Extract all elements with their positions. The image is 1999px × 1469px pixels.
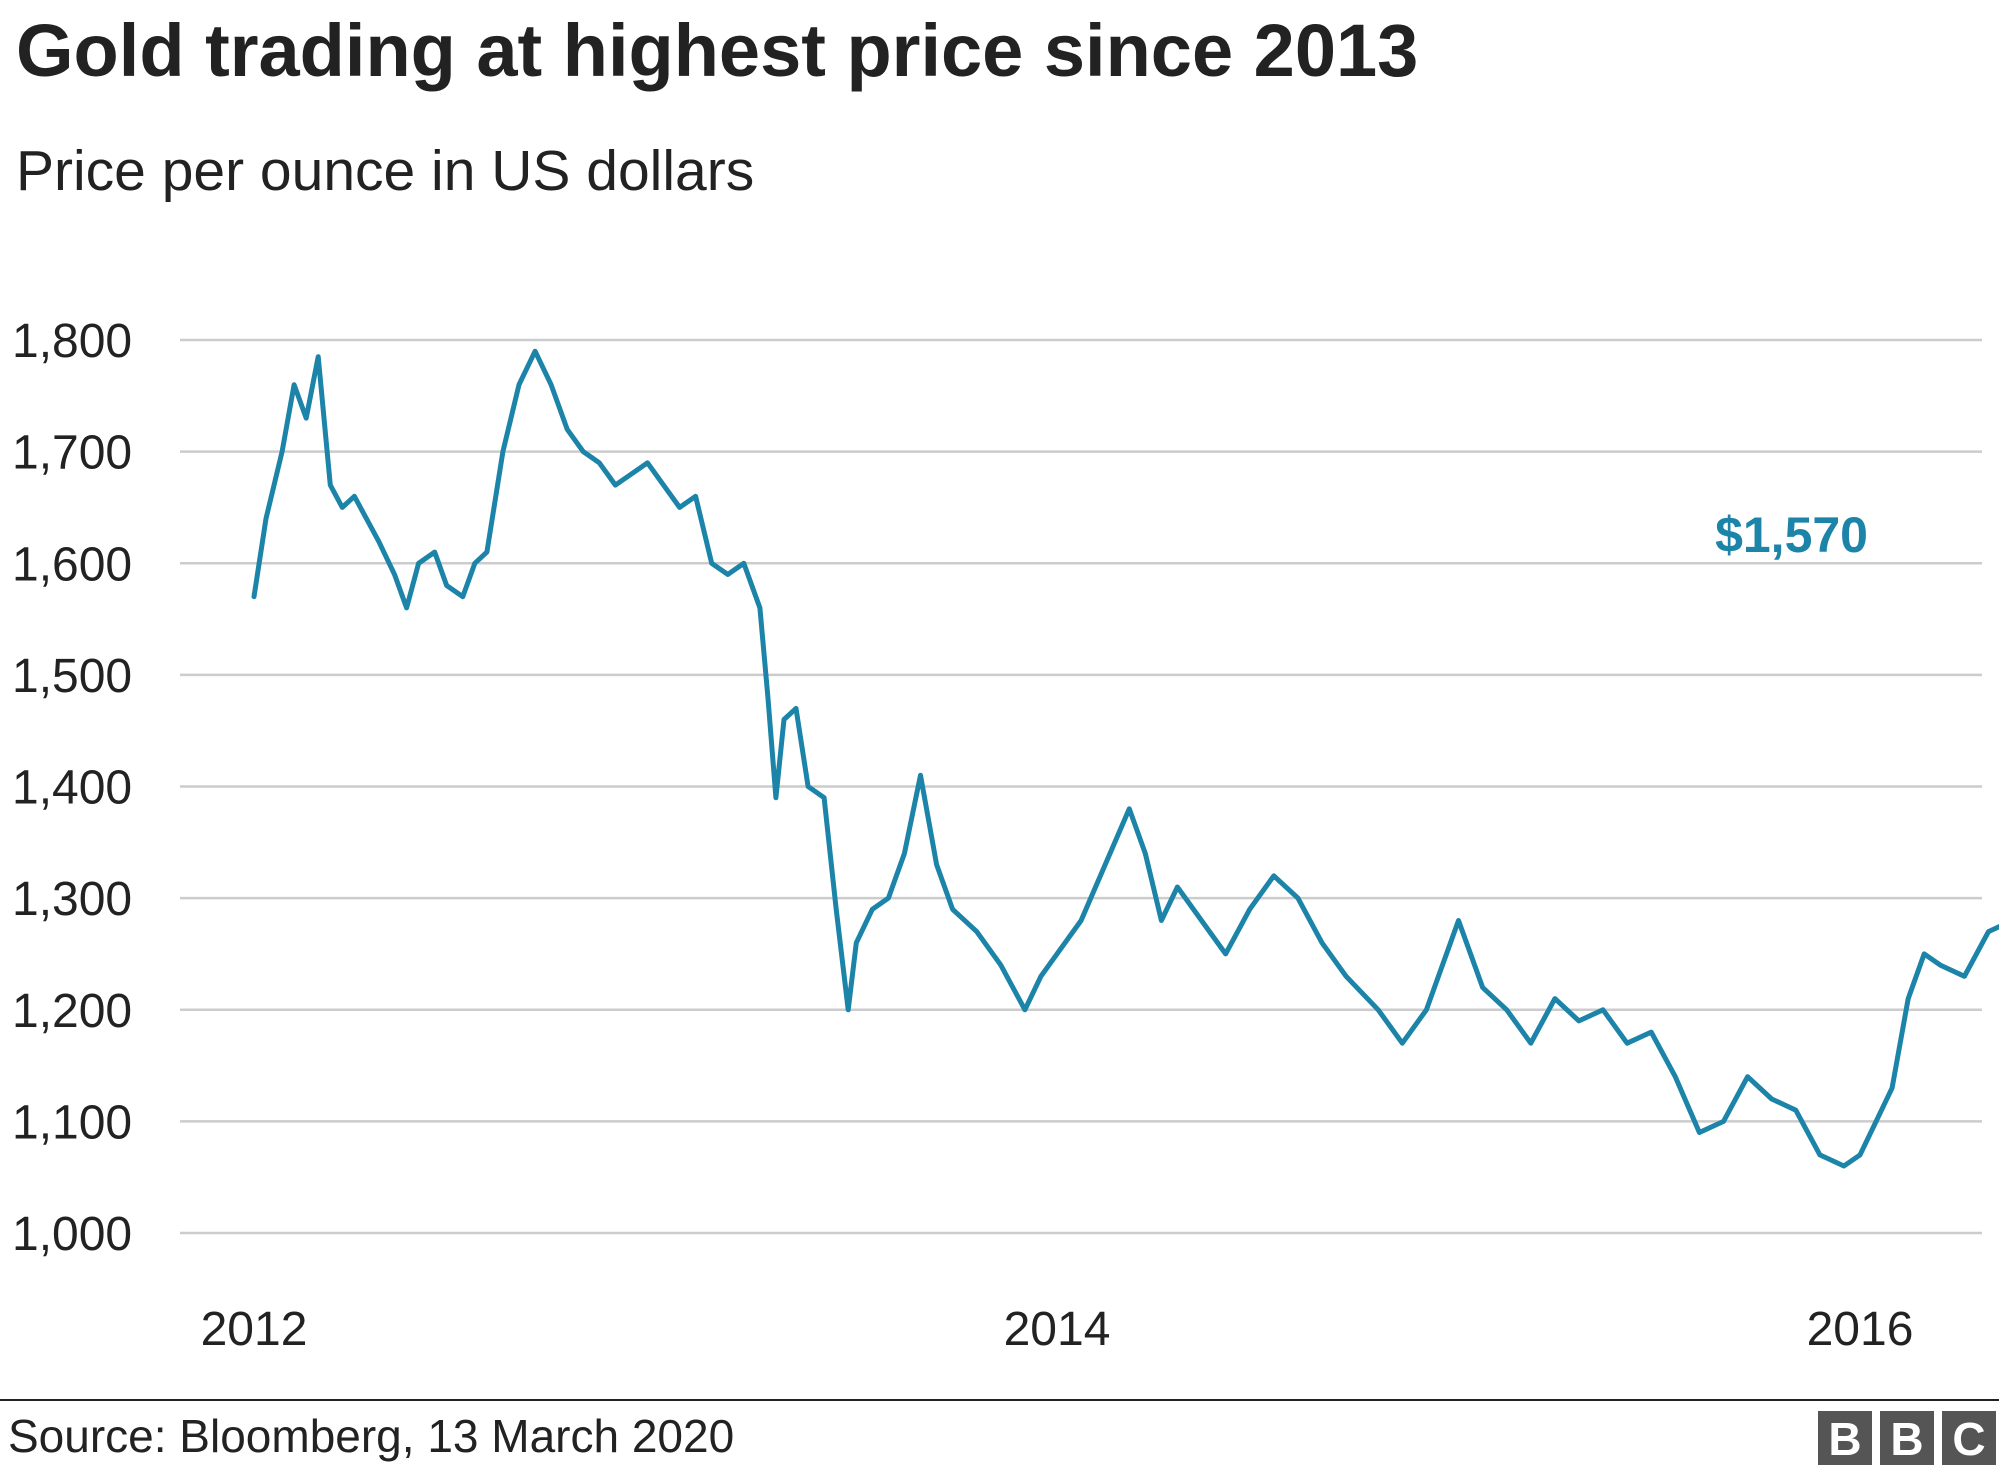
y-tick-label: 1,600 (12, 538, 132, 591)
y-tick-label: 1,700 (12, 427, 132, 480)
bbc-logo-letter: B (1828, 1413, 1861, 1465)
x-axis-tick-labels: 20122014201620182020 (201, 1303, 1914, 1356)
y-tick-label: 1,400 (12, 762, 132, 815)
chart-title: Gold trading at highest price since 2013 (16, 9, 1418, 92)
bbc-logo-letter: C (1952, 1413, 1985, 1465)
bbc-logo-letter: B (1890, 1413, 1923, 1465)
x-tick-label: 2016 (1807, 1303, 1914, 1356)
x-tick-label: 2012 (201, 1303, 308, 1356)
series-layer (251, 348, 1999, 1169)
y-tick-label: 1,000 (12, 1208, 132, 1261)
chart-subtitle: Price per ounce in US dollars (16, 139, 754, 203)
y-tick-label: 1,100 (12, 1096, 132, 1149)
bbc-logo-block (1880, 1411, 1934, 1465)
x-tick-label: 2014 (1004, 1303, 1111, 1356)
end-value-label: $1,570 (1715, 507, 1868, 563)
series-line-gold-price (251, 348, 1999, 1169)
annotation-layer: $1,570 (1715, 507, 1868, 563)
y-tick-label: 1,300 (12, 873, 132, 926)
bbc-logo-block (1818, 1411, 1872, 1465)
y-tick-label: 1,800 (12, 315, 132, 368)
bbc-logo-block (1942, 1411, 1996, 1465)
y-tick-label: 1,200 (12, 985, 132, 1038)
y-axis-tick-labels: 1,000 1,100 1,200 1,300 1,400 1,500 1,600 1,700… (12, 315, 132, 1261)
y-tick-label: 1,500 (12, 650, 132, 703)
source-note: Source: Bloomberg, 13 March 2020 (8, 1410, 734, 1462)
gridlines (180, 338, 1982, 1235)
